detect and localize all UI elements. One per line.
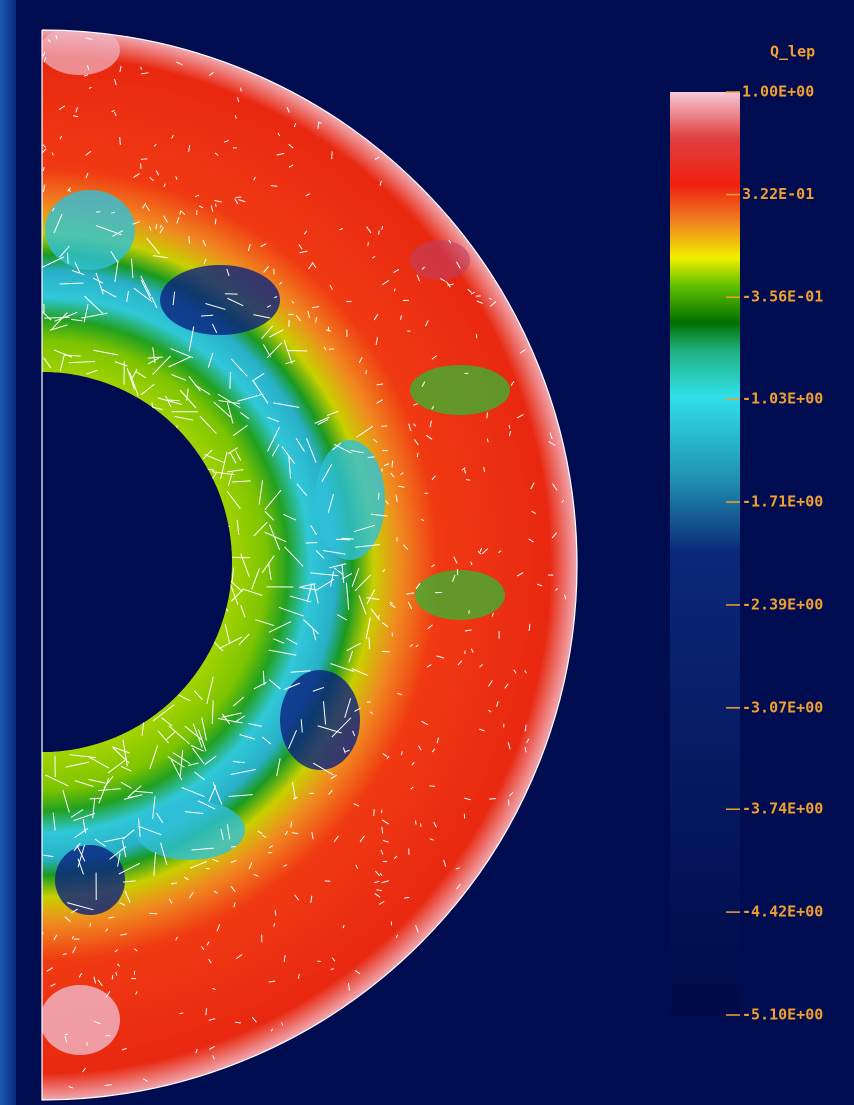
flow-arrow [212,593,228,611]
tick-label: -3.56E-01 [742,288,823,306]
flow-arrow [378,493,379,500]
flow-arrow [231,846,236,847]
tick-label: -2.39E+00 [742,595,823,613]
blob [410,240,470,280]
flow-arrow [366,370,367,374]
flow-arrow [189,236,190,243]
flow-arrow [415,820,416,824]
visualization: Q_lep 1.00E+00 3.22E-01 -3.56E-01 -1.03E+00… [0,0,854,1105]
flow-arrow [68,253,69,264]
flow-arrow [466,480,470,481]
flow-arrow [469,610,470,613]
colorbar-ticks: 1.00E+00 3.22E-01 -3.56E-01 -1.03E+00 -1.71E… [726,83,823,1024]
flow-arrow [120,137,121,145]
shell [42,30,577,1100]
tick-label: -1.71E+00 [742,493,823,511]
tick-label: 3.22E-01 [742,185,814,203]
tick-label: 1.00E+00 [742,83,814,101]
page: Q_lep 1.00E+00 3.22E-01 -3.56E-01 -1.03E+00… [0,0,854,1105]
blob [315,440,385,560]
flow-arrow [275,910,276,915]
tick-label: -3.74E+00 [742,800,823,818]
flow-arrow [215,219,216,224]
flow-arrow [241,88,242,92]
flow-arrow [332,151,333,159]
blob [410,365,510,415]
blob [160,265,280,335]
blob [40,25,120,75]
tick-label: -3.07E+00 [742,698,823,716]
flow-arrow [336,539,350,540]
flow-arrow [392,461,393,468]
blob [40,985,120,1055]
tick-label: -4.42E+00 [742,903,823,921]
flow-arrow [487,412,488,418]
blob [45,190,135,270]
flow-arrow [235,1022,241,1023]
tick-label: -5.10E+00 [742,1006,823,1024]
flow-arrow [374,809,375,816]
flow-arrow [172,425,178,436]
colorbar [670,92,740,1015]
flow-arrow [141,163,142,168]
shell-field [34,25,577,1100]
blob [415,570,505,620]
window-edge [0,0,16,1105]
flow-arrow [271,186,278,187]
flow-arrow [525,725,526,732]
flow-arrow [367,457,374,458]
blob [280,670,360,770]
flow-arrow [230,372,231,389]
flow-arrow [185,460,201,476]
tick-label: -1.03E+00 [742,390,823,408]
flow-arrow [90,798,101,799]
flow-arrow [379,615,380,618]
flow-arrow [211,526,230,530]
flow-arrow [215,204,216,207]
flow-arrow [430,786,435,787]
flow-arrow [368,242,369,246]
flow-arrow [509,425,510,429]
flow-arrow [489,798,496,799]
colorbar-title: Q_lep [770,43,815,61]
flow-arrow [331,969,334,970]
